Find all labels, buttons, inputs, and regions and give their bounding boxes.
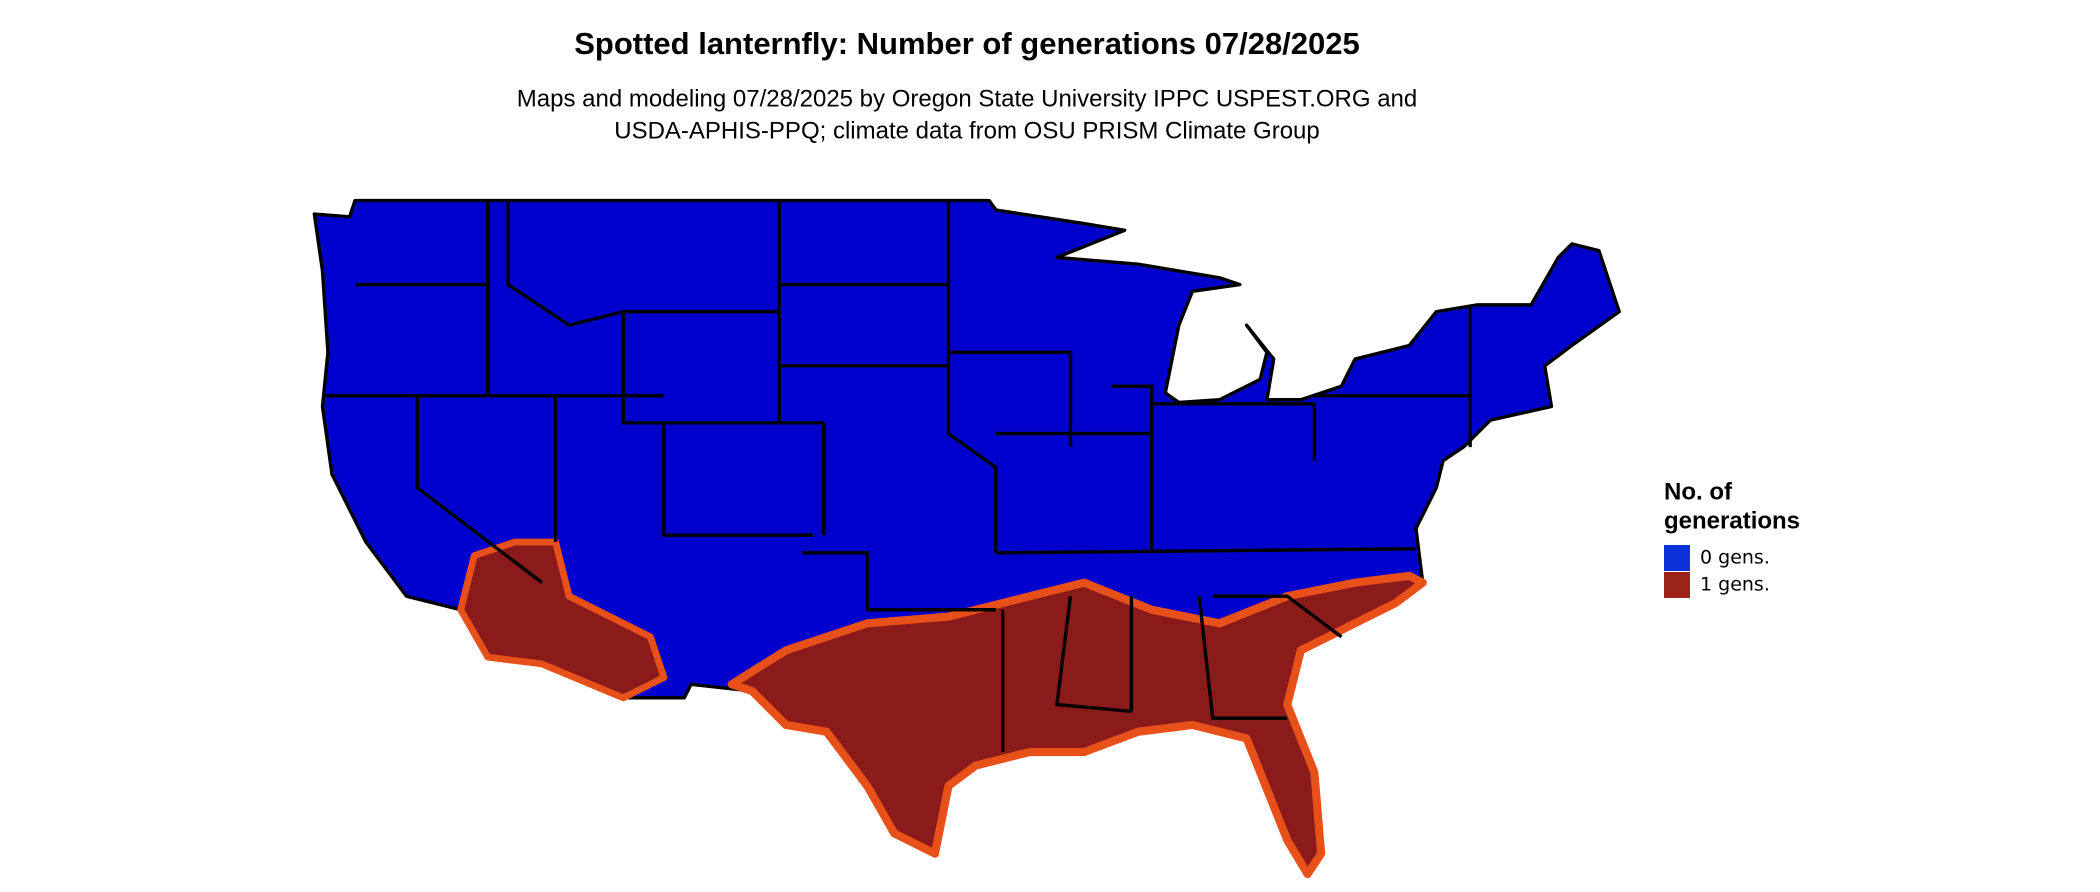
map-region-1-gens [727, 571, 1427, 879]
subtitle: USDA-APHIS-PPQ; climate data from OSU PR… [614, 117, 1320, 144]
legend-swatch [1664, 545, 1690, 571]
legend-label: 1 gens. [1700, 574, 1770, 596]
us-map [312, 198, 1621, 879]
state-borders [322, 200, 1472, 753]
legend-title: No. of [1664, 478, 1733, 505]
title: Spotted lanternfly: Number of generation… [574, 26, 1360, 61]
legend-title: generations [1664, 507, 1800, 534]
map-region-1-gens [457, 538, 668, 702]
legend-swatch [1664, 572, 1690, 598]
legend: 0 gens. 1 gens. [1664, 545, 1770, 598]
legend-label: 0 gens. [1700, 547, 1770, 569]
map-region-0-gens [312, 198, 1621, 876]
subtitle: Maps and modeling 07/28/2025 by Oregon S… [517, 85, 1417, 112]
